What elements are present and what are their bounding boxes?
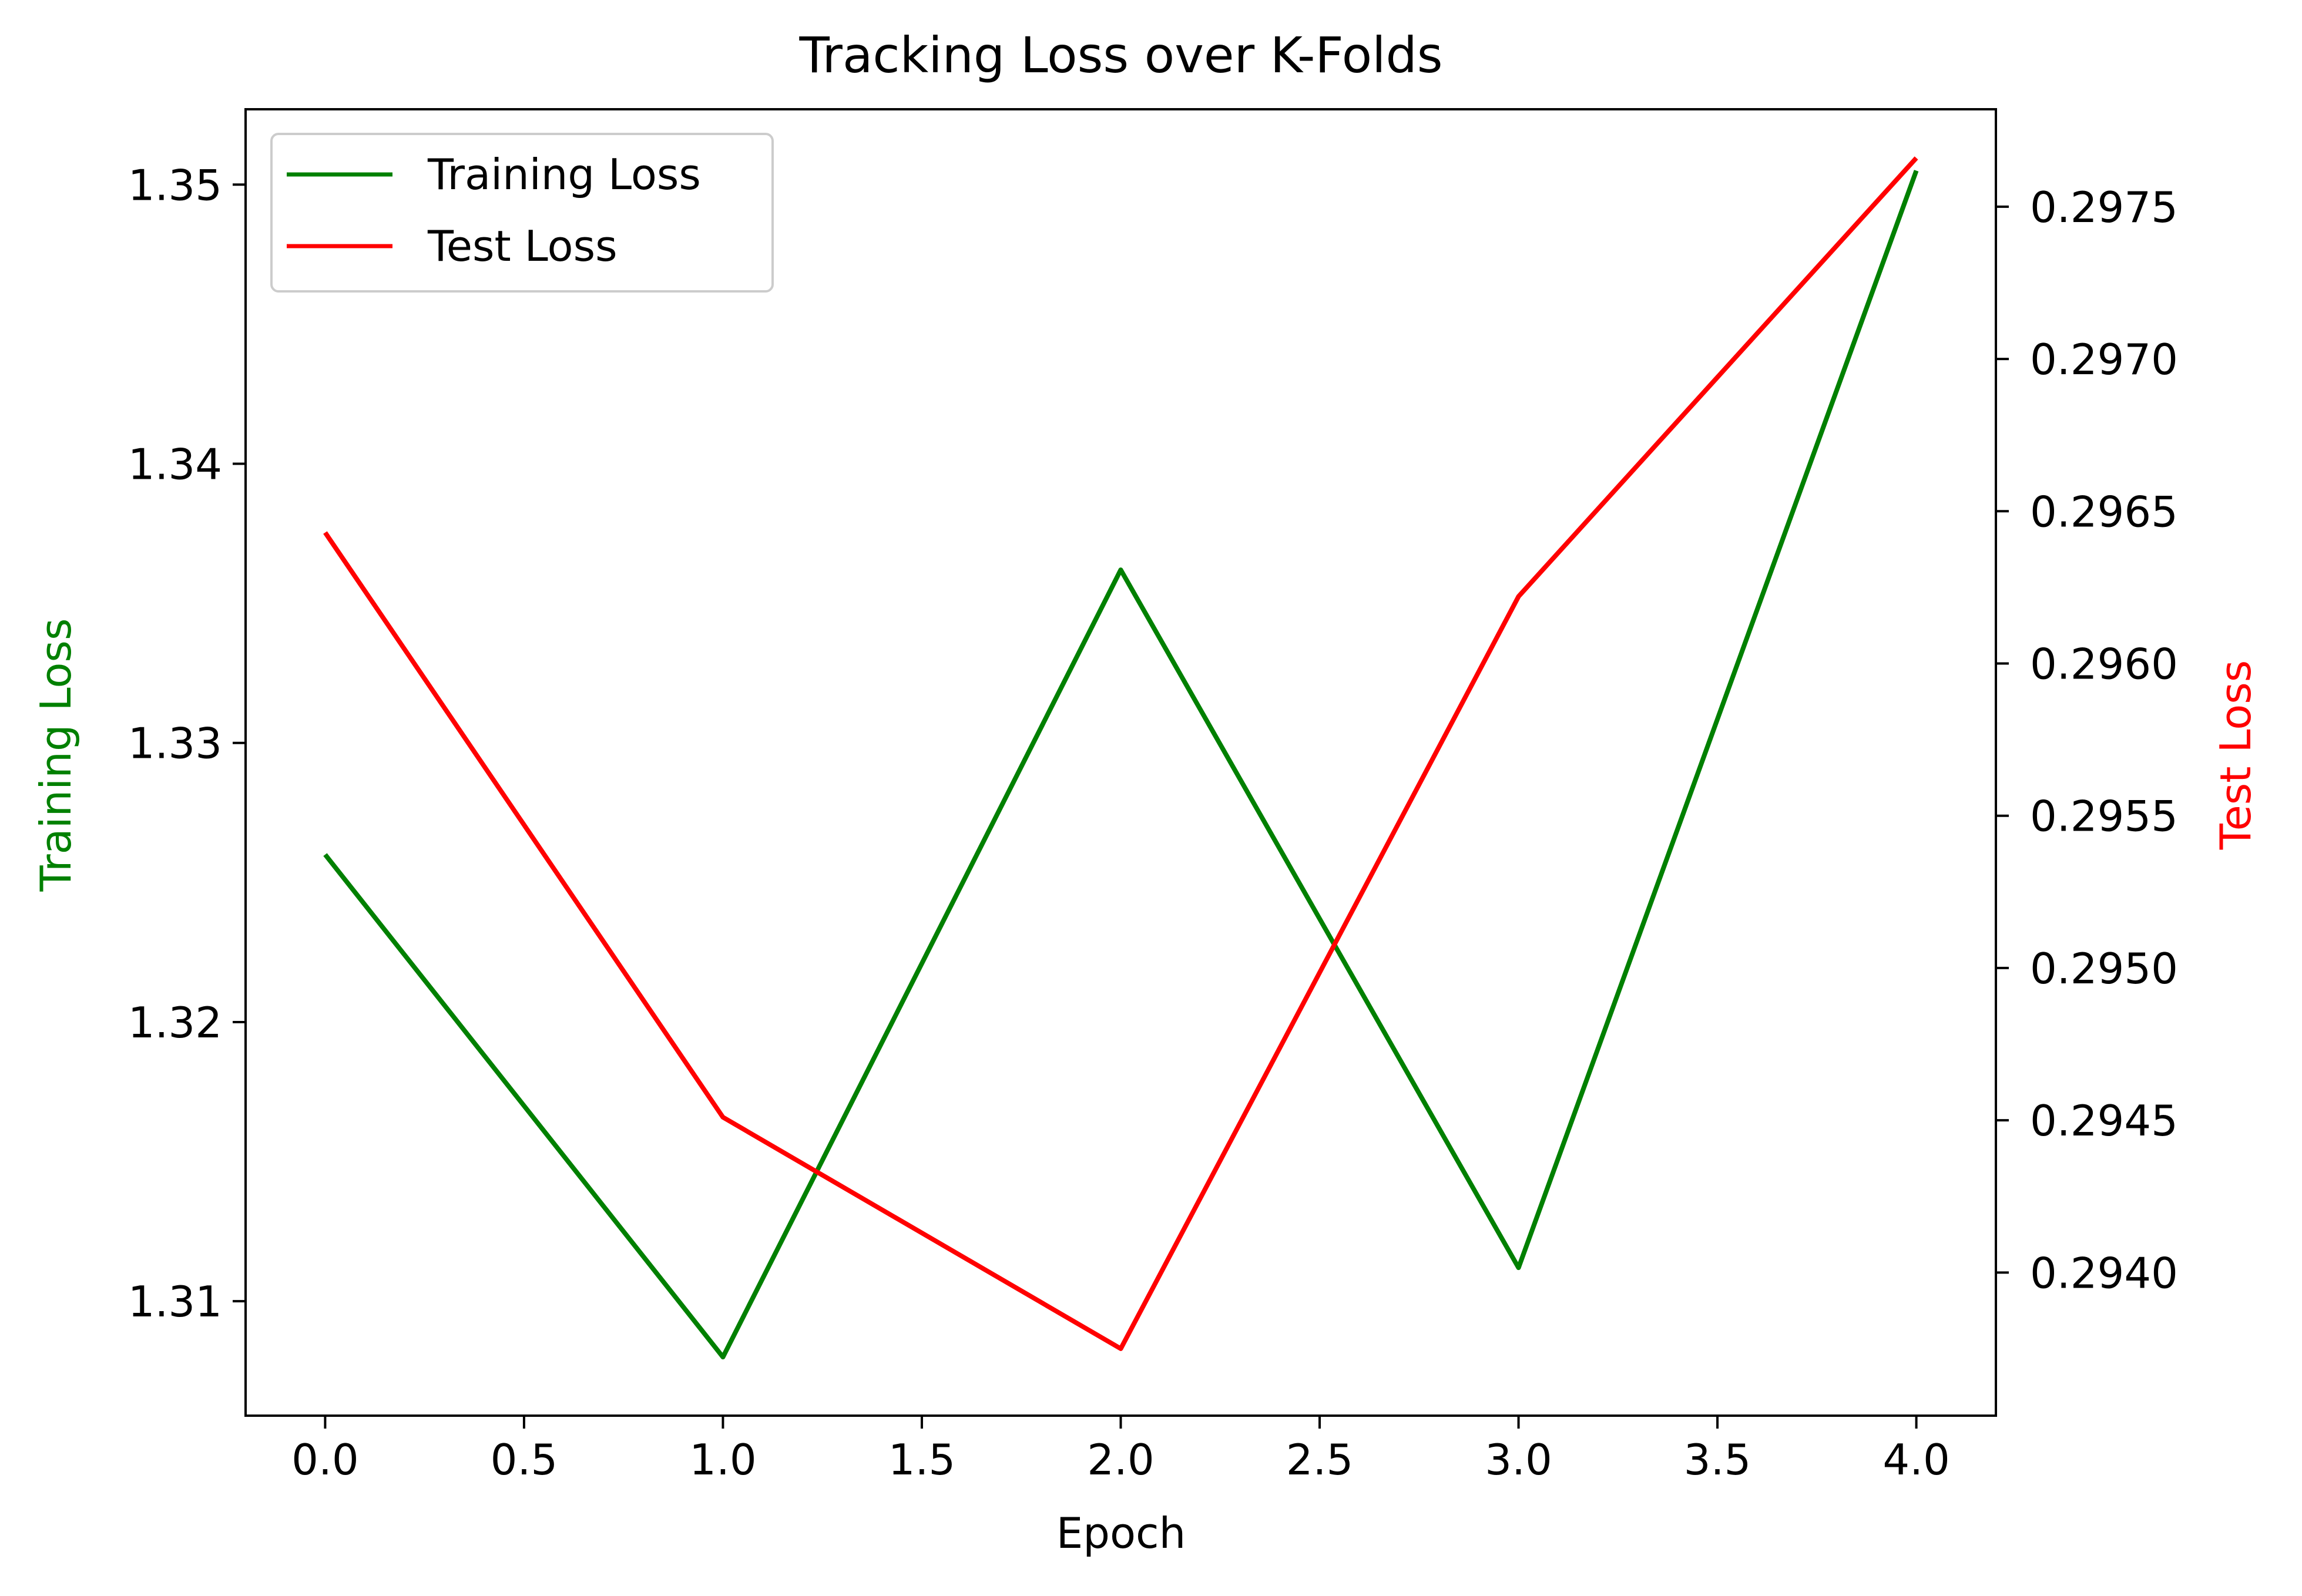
y-ticks-left: 1.31 1.32 1.33 1.34 1.35 [128,160,246,1326]
x-tick-label: 1.0 [689,1435,757,1484]
plot-frame [244,108,1997,1417]
x-tick-label: 0.5 [491,1435,558,1484]
data-point-test-loss [722,1117,723,1118]
y-tick-label-right: 0.2945 [2030,1096,2178,1145]
y-tick-label-right: 0.2975 [2030,183,2178,232]
y-axis-label-left: Training Loss [31,619,80,892]
y-tick-label-right: 0.2955 [2030,792,2178,841]
y-axis-label-right: Test Loss [2211,660,2260,851]
y-tick-label-right: 0.2965 [2030,487,2178,536]
legend-label-training: Training Loss [427,150,701,199]
data-point-training-loss [1916,170,1917,172]
chart-title: Tracking Loss over K-Folds [798,26,1442,84]
series-layer [323,156,1919,1360]
data-point-test-loss [1916,157,1917,159]
series-line-training-loss [323,170,1919,1360]
y-tick-label-right: 0.2960 [2030,640,2178,689]
y-tick-label-left: 1.35 [128,160,222,210]
legend-box [270,133,774,293]
y-tick-label-left: 1.34 [128,440,222,489]
data-point-training-loss [1120,569,1122,570]
y-ticks-right: 0.2940 0.2945 0.2950 0.2955 0.2960 0.2965 0.29… [1996,183,2178,1298]
y-tick-label-right: 0.2950 [2030,944,2178,993]
x-axis-label: Epoch [1056,1508,1186,1558]
x-tick-label: 1.5 [888,1435,956,1484]
legend: Training Loss Test Loss [270,133,774,293]
x-tick-label: 0.0 [291,1435,359,1484]
x-tick-label: 3.5 [1684,1435,1751,1484]
y-tick-label-right: 0.2940 [2030,1248,2178,1298]
x-tick-label: 3.0 [1485,1435,1552,1484]
series-line-test-loss [323,156,1918,1351]
y-tick-label-left: 1.32 [128,998,222,1047]
data-point-training-loss [324,854,325,855]
data-point-training-loss [1518,1267,1519,1268]
data-point-test-loss [1518,596,1519,597]
legend-label-test: Test Loss [427,221,618,271]
data-point-test-loss [324,532,325,533]
y-tick-label-left: 1.31 [128,1277,222,1326]
y-tick-label-right: 0.2970 [2030,335,2178,384]
data-point-training-loss [722,1356,723,1358]
y-tick-label-left: 1.33 [128,719,222,768]
x-tick-label: 2.5 [1286,1435,1354,1484]
x-tick-label: 4.0 [1882,1435,1950,1484]
data-point-test-loss [1120,1348,1122,1349]
x-tick-label: 2.0 [1087,1435,1155,1484]
x-ticks: 0.0 0.5 1.0 1.5 2.0 2.5 3.0 3.5 4.0 [291,1416,1950,1484]
